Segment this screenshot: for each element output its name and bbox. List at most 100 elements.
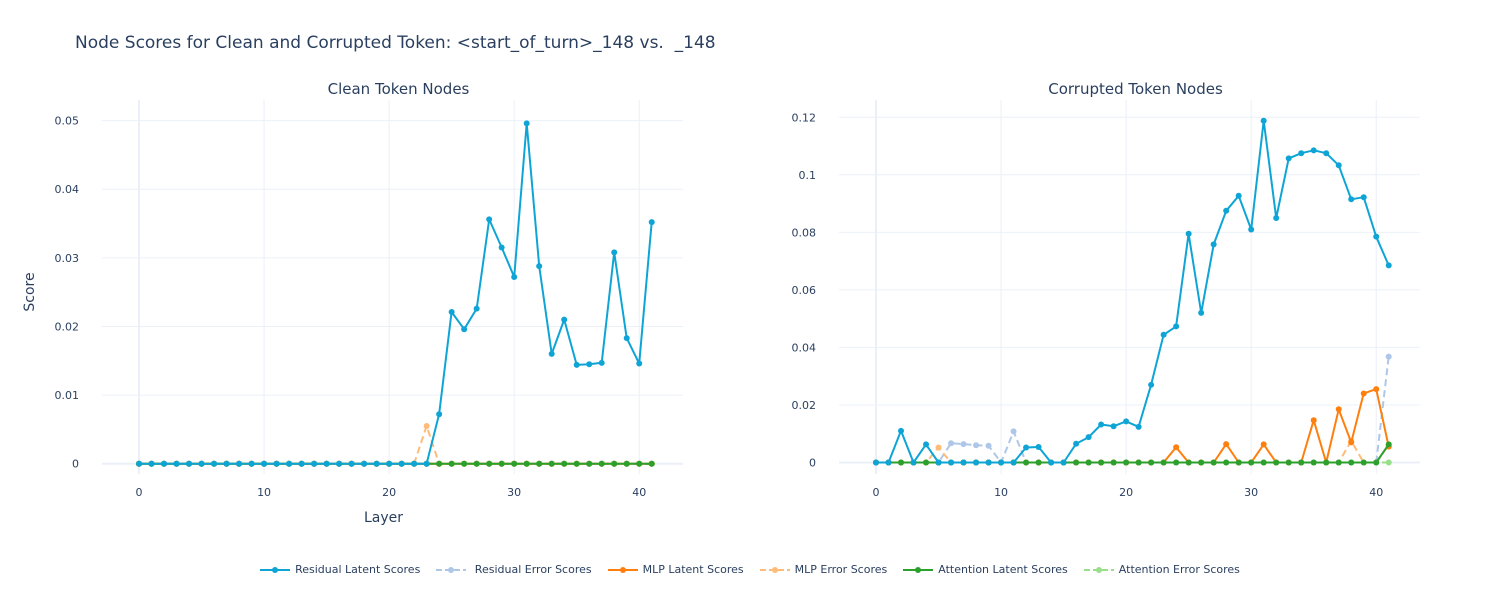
- data-point-residual-latent: [561, 316, 568, 323]
- data-point-attention-latent: [898, 459, 905, 466]
- data-point-attention-latent: [1035, 459, 1042, 466]
- data-point-residual-latent: [1348, 196, 1355, 203]
- subplot-2: 0 10 20 30 40 0 0.02 0.04 0.06 0.08 0.1 0.12 Corrupt…: [792, 80, 1420, 499]
- legend-label: Attention Error Scores: [1118, 563, 1240, 576]
- data-point-attention-latent: [561, 460, 568, 467]
- data-point-residual-latent: [211, 460, 218, 467]
- data-point-residual-latent: [548, 350, 555, 357]
- legend-swatch: [1083, 566, 1114, 573]
- x-tick-label: 30: [1244, 486, 1258, 499]
- data-point-residual-latent: [1148, 381, 1155, 388]
- subplot-1: 0 10 20 30 40 0 0.01 0.02 0.03 0.04 0.05 Clean Toke…: [22, 80, 683, 526]
- legend-item-mlp-error[interactable]: MLP Error Scores: [759, 563, 888, 576]
- data-point-residual-latent: [1110, 423, 1117, 430]
- series-line-mlp-error: [139, 425, 652, 465]
- data-point-attention-latent: [1210, 459, 1217, 466]
- data-point-attention-latent: [598, 460, 605, 467]
- data-point-residual-error: [1010, 428, 1017, 435]
- data-point-residual-latent: [1048, 459, 1055, 466]
- legend-item-attention-error[interactable]: Attention Error Scores: [1083, 563, 1240, 576]
- data-point-residual-latent: [648, 219, 655, 226]
- data-point-residual-latent: [186, 460, 193, 467]
- data-point-residual-latent: [998, 459, 1005, 466]
- data-point-residual-latent: [473, 305, 480, 312]
- data-point-residual-latent: [960, 459, 967, 466]
- data-point-residual-latent: [286, 460, 293, 467]
- data-point-attention-latent: [1173, 459, 1180, 466]
- data-point-attention-error: [1385, 459, 1392, 466]
- data-point-residual-latent: [1210, 241, 1217, 248]
- data-point-attention-latent: [1198, 459, 1205, 466]
- legend-swatch: [903, 566, 934, 573]
- data-point-mlp-latent: [1260, 441, 1267, 448]
- data-point-residual-latent: [273, 460, 280, 467]
- y-axis-label: Score: [22, 272, 38, 311]
- data-point-residual-latent: [1098, 421, 1105, 428]
- data-point-residual-latent: [1248, 226, 1255, 233]
- legend-item-mlp-latent[interactable]: MLP Latent Scores: [607, 563, 744, 576]
- data-point-attention-latent: [1023, 459, 1030, 466]
- legend-item-residual-error[interactable]: Residual Error Scores: [436, 563, 592, 576]
- data-point-residual-latent: [398, 460, 405, 467]
- data-point-residual-latent: [373, 460, 380, 467]
- data-point-attention-latent: [1273, 459, 1280, 466]
- x-tick-label: 20: [1119, 486, 1133, 499]
- data-point-attention-latent: [1285, 459, 1292, 466]
- data-point-residual-error: [985, 442, 992, 449]
- data-point-attention-latent: [436, 460, 443, 467]
- legend-item-residual-latent[interactable]: Residual Latent Scores: [260, 563, 420, 576]
- data-point-residual-latent: [586, 361, 593, 368]
- data-point-residual-latent: [136, 460, 143, 467]
- data-point-residual-latent: [1273, 214, 1280, 221]
- legend-label: MLP Latent Scores: [642, 563, 744, 576]
- data-point-attention-latent: [1098, 459, 1105, 466]
- data-point-mlp-latent: [1223, 441, 1230, 448]
- y-tick-label: 0.06: [792, 284, 817, 297]
- data-point-residual-latent: [948, 459, 955, 466]
- data-point-residual-latent: [885, 459, 892, 466]
- legend-label: MLP Error Scores: [794, 563, 888, 576]
- data-point-attention-latent: [1260, 459, 1267, 466]
- data-point-residual-latent: [1323, 150, 1330, 157]
- data-point-residual-latent: [1310, 147, 1317, 154]
- data-point-attention-latent: [1360, 459, 1367, 466]
- data-point-residual-latent: [236, 460, 243, 467]
- data-point-residual-latent: [1260, 117, 1267, 124]
- data-point-residual-error: [1385, 353, 1392, 360]
- data-point-mlp-error: [935, 444, 942, 451]
- data-point-residual-latent: [1185, 230, 1192, 237]
- data-point-attention-latent: [636, 460, 643, 467]
- data-point-attention-latent: [1223, 459, 1230, 466]
- legend-item-attention-latent[interactable]: Attention Latent Scores: [903, 563, 1068, 576]
- data-point-residual-latent: [223, 460, 230, 467]
- data-point-residual-latent: [1360, 194, 1367, 201]
- data-point-residual-latent: [1060, 459, 1067, 466]
- data-point-residual-latent: [1010, 459, 1017, 466]
- y-tick-label: 0.02: [792, 399, 817, 412]
- data-point-residual-latent: [935, 459, 942, 466]
- data-point-attention-latent: [1110, 459, 1117, 466]
- data-point-residual-latent: [498, 244, 505, 251]
- legend-swatch: [436, 566, 467, 573]
- data-point-mlp-latent: [1173, 444, 1180, 451]
- data-point-attention-latent: [1298, 459, 1305, 466]
- data-point-residual-error: [973, 442, 980, 449]
- data-point-attention-latent: [1135, 459, 1142, 466]
- data-point-residual-latent: [873, 459, 880, 466]
- data-point-attention-latent: [486, 460, 493, 467]
- data-point-attention-latent: [1185, 459, 1192, 466]
- data-point-mlp-latent: [1360, 390, 1367, 397]
- legend-label: Residual Latent Scores: [295, 563, 421, 576]
- data-point-attention-latent: [448, 460, 455, 467]
- data-point-residual-latent: [361, 460, 368, 467]
- data-point-residual-latent: [448, 309, 455, 316]
- data-point-residual-latent: [248, 460, 255, 467]
- data-point-residual-latent: [336, 460, 343, 467]
- data-point-residual-latent: [611, 249, 618, 256]
- data-point-residual-latent: [1160, 331, 1167, 338]
- data-point-attention-latent: [536, 460, 543, 467]
- data-point-attention-latent: [586, 460, 593, 467]
- data-point-attention-latent: [623, 460, 630, 467]
- data-point-mlp-latent: [1335, 406, 1342, 413]
- data-point-attention-latent: [1123, 459, 1130, 466]
